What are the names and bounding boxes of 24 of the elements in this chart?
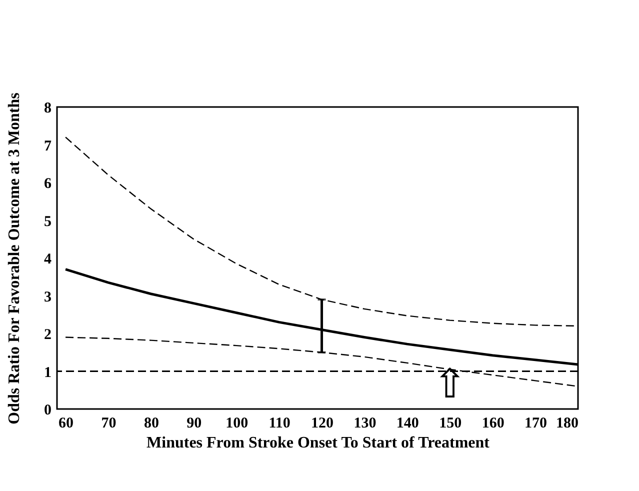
x-tick-label: 170: [524, 416, 548, 432]
x-axis-title: Minutes From Stroke Onset To Start of Treatment: [146, 434, 490, 452]
x-tick-label: 100: [226, 416, 248, 432]
x-tick-label: 150: [439, 416, 462, 432]
y-tick-label: 0: [44, 402, 52, 418]
x-tick-label: 60: [58, 416, 74, 432]
x-tick-label: 180: [556, 416, 578, 432]
x-tick-label: 80: [144, 416, 159, 432]
y-tick-label: 3: [44, 289, 52, 306]
y-axis-title: Odds Ratio For Favorable Outcome at 3 Months: [6, 92, 23, 424]
y-tick-label: 7: [44, 138, 52, 154]
x-tick-label: 130: [354, 416, 376, 432]
y-tick-label: 4: [44, 252, 52, 268]
x-tick-label: 90: [186, 416, 202, 432]
x-tick-label: 140: [396, 416, 419, 432]
y-tick-label: 2: [44, 327, 52, 343]
y-tick-label: 1: [44, 364, 52, 381]
y-tick-label: 5: [44, 214, 52, 230]
x-tick-label: 70: [101, 416, 116, 432]
x-tick-label: 110: [268, 416, 290, 432]
x-tick-label: 120: [311, 416, 334, 432]
x-tick-label: 160: [482, 416, 504, 432]
y-tick-label: 8: [44, 100, 52, 116]
y-tick-label: 6: [44, 176, 52, 192]
